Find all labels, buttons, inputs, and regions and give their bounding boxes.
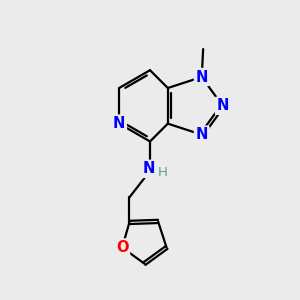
Text: N: N (196, 70, 208, 85)
Text: N: N (196, 127, 208, 142)
Text: N: N (113, 116, 125, 131)
Text: N: N (142, 161, 155, 176)
Text: H: H (158, 166, 167, 179)
Text: N: N (217, 98, 229, 113)
Text: O: O (116, 240, 128, 255)
